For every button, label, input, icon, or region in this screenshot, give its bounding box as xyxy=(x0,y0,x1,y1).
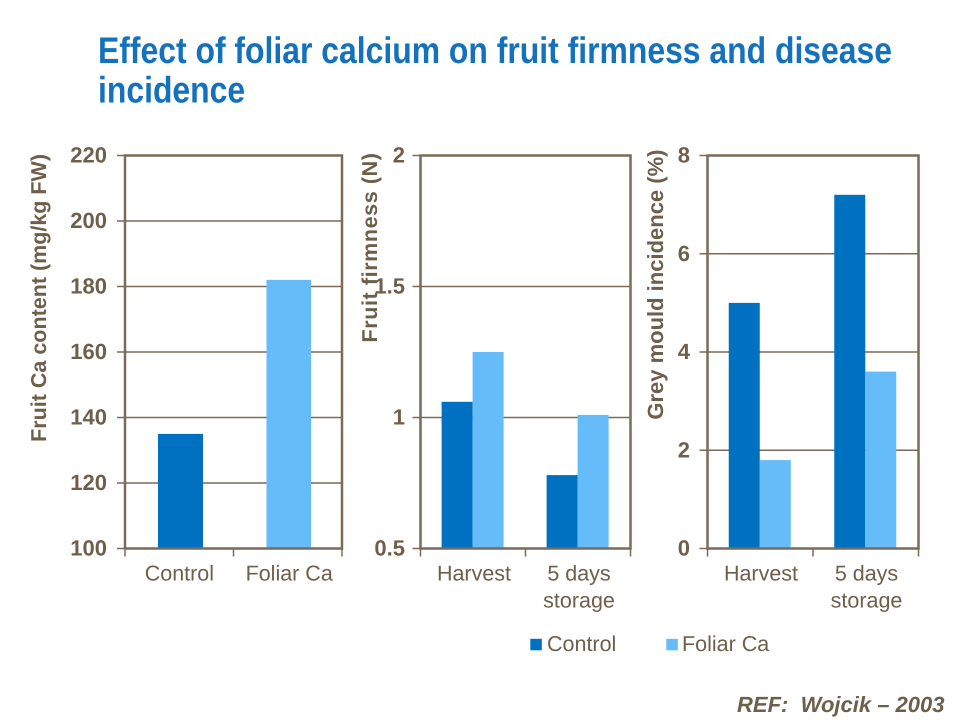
svg-text:storage: storage xyxy=(831,589,903,613)
svg-text:120: 120 xyxy=(70,470,107,495)
svg-text:Fruit Ca content (mg/kg FW): Fruit Ca content (mg/kg FW) xyxy=(27,154,51,442)
svg-text:8: 8 xyxy=(678,143,690,168)
svg-text:160: 160 xyxy=(70,339,107,364)
svg-text:Foliar Ca: Foliar Ca xyxy=(682,632,769,656)
svg-text:REF: Wojcik – 2003: REF: Wojcik – 2003 xyxy=(737,692,944,717)
svg-text:Effect of foliar calcium on fr: Effect of foliar calcium on fruit firmne… xyxy=(98,30,892,71)
svg-text:incidence: incidence xyxy=(98,70,245,111)
svg-text:5 days: 5 days xyxy=(547,562,610,586)
svg-text:220: 220 xyxy=(70,143,107,168)
svg-text:6: 6 xyxy=(678,241,690,266)
svg-text:Fruit firmness (N): Fruit firmness (N) xyxy=(358,153,382,343)
svg-text:140: 140 xyxy=(70,405,107,430)
svg-text:Harvest: Harvest xyxy=(724,562,798,586)
svg-text:Grey mould incidence (%): Grey mould incidence (%) xyxy=(643,150,668,420)
svg-text:Foliar Ca: Foliar Ca xyxy=(246,562,333,586)
svg-text:1: 1 xyxy=(393,405,405,430)
svg-text:200: 200 xyxy=(70,208,107,233)
svg-text:1.5: 1.5 xyxy=(374,274,405,299)
svg-text:2: 2 xyxy=(393,143,405,168)
svg-text:0.5: 0.5 xyxy=(374,536,405,561)
svg-text:0: 0 xyxy=(678,536,690,561)
svg-text:180: 180 xyxy=(70,274,107,299)
svg-text:Control: Control xyxy=(145,562,214,586)
svg-text:Control: Control xyxy=(547,632,616,656)
svg-text:4: 4 xyxy=(678,339,691,364)
svg-text:5 days: 5 days xyxy=(835,562,898,586)
svg-text:storage: storage xyxy=(543,589,615,613)
svg-text:Harvest: Harvest xyxy=(437,562,511,586)
svg-text:2: 2 xyxy=(678,437,690,462)
svg-text:100: 100 xyxy=(70,536,107,561)
